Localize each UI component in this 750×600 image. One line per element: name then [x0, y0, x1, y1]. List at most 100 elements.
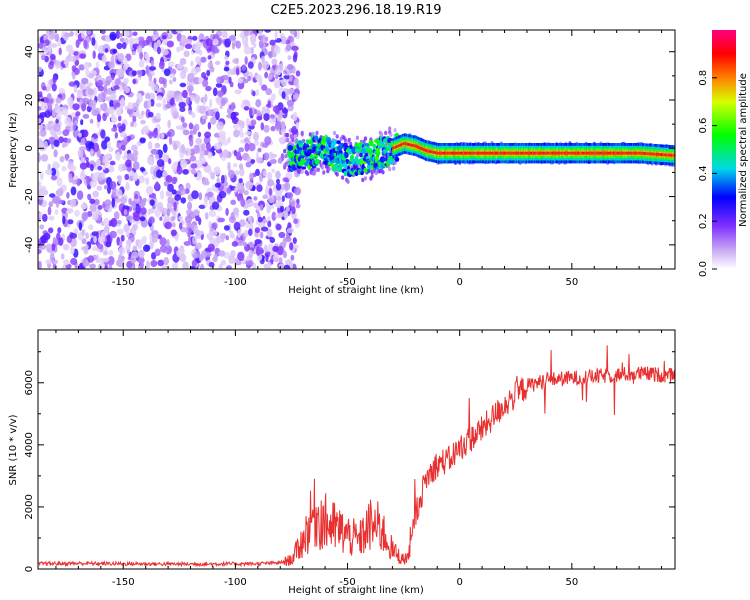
- heat-cell: [165, 103, 172, 109]
- heat-cell: [267, 74, 273, 81]
- heat-cell: [282, 250, 288, 259]
- spectrogram-x-tick-label: 50: [565, 277, 578, 288]
- heat-cell: [185, 209, 191, 215]
- heat-cell: [123, 223, 130, 233]
- heat-cell: [228, 169, 235, 179]
- heat-cell: [267, 194, 275, 204]
- heat-cell: [118, 125, 124, 133]
- heat-cell: [320, 165, 324, 170]
- heat-cell: [258, 61, 262, 71]
- heat-cell: [147, 209, 151, 216]
- heat-cell: [178, 222, 183, 230]
- colorbar-tick-label: 0.4: [698, 165, 709, 181]
- heat-cell: [233, 163, 238, 168]
- heat-cell: [344, 152, 349, 159]
- heat-cell: [327, 166, 331, 172]
- heat-cell: [204, 93, 208, 102]
- heat-cell: [104, 199, 112, 206]
- heat-cell: [235, 40, 241, 49]
- heat-cell: [211, 222, 218, 230]
- heat-cell: [216, 76, 223, 84]
- heat-cell: [258, 30, 263, 37]
- heat-cell: [182, 129, 190, 136]
- heat-cell: [243, 190, 249, 196]
- heat-cell: [53, 195, 61, 204]
- heat-cell: [163, 68, 171, 77]
- heat-cell: [169, 73, 175, 79]
- heat-cell: [198, 253, 204, 262]
- heat-cell: [54, 104, 60, 114]
- heat-cell: [50, 175, 58, 181]
- heat-cell: [140, 207, 147, 215]
- heat-cell: [166, 131, 172, 137]
- heat-cell: [216, 121, 224, 131]
- heat-cell: [38, 180, 42, 187]
- heat-cell: [139, 216, 146, 222]
- heat-cell: [109, 98, 114, 109]
- heat-cell: [40, 171, 44, 181]
- heat-cell: [237, 120, 244, 126]
- heat-cell: [311, 167, 315, 172]
- heat-cell: [83, 245, 89, 255]
- heat-cell: [145, 92, 151, 100]
- heat-cell: [271, 168, 276, 173]
- heat-cell: [109, 230, 117, 239]
- heat-cell: [218, 263, 223, 269]
- heat-cell: [101, 257, 110, 263]
- heat-cell: [155, 112, 161, 120]
- heat-cell: [75, 39, 80, 48]
- heat-cell: [246, 156, 252, 162]
- heat-cell: [239, 132, 245, 138]
- heat-cell: [80, 137, 86, 145]
- heat-cell: [372, 143, 377, 150]
- heat-cell: [126, 215, 133, 221]
- heat-cell: [288, 75, 293, 82]
- heat-cell: [275, 195, 282, 201]
- heat-cell: [63, 59, 68, 65]
- heat-cell: [239, 219, 246, 228]
- heat-cell: [162, 78, 167, 85]
- heat-cell: [70, 198, 77, 208]
- heat-cell: [248, 249, 254, 259]
- heat-cell: [142, 170, 148, 176]
- heat-cell: [256, 156, 263, 164]
- heat-cell: [200, 263, 205, 269]
- heat-cell: [73, 122, 77, 131]
- heat-cell: [374, 170, 378, 176]
- heat-cell: [255, 89, 260, 97]
- heat-cell: [285, 132, 289, 138]
- snr-x-tick-label: -150: [112, 577, 135, 588]
- heat-cell: [115, 30, 121, 39]
- heat-cell: [188, 110, 193, 115]
- heat-cell: [212, 112, 216, 119]
- heat-cell: [86, 176, 90, 186]
- heat-cell: [103, 225, 110, 234]
- heat-cell: [244, 131, 252, 136]
- heat-cell: [52, 237, 57, 245]
- heat-cell: [290, 254, 295, 261]
- heat-cell: [167, 94, 172, 100]
- heat-cell: [188, 87, 192, 97]
- heat-cell: [246, 198, 254, 208]
- heat-cell: [184, 150, 189, 155]
- heat-cell: [295, 121, 300, 130]
- heat-cell: [203, 115, 208, 120]
- heat-cell: [111, 127, 118, 132]
- heat-cell: [52, 110, 56, 117]
- heat-cell: [48, 201, 53, 208]
- heat-cell: [347, 137, 351, 143]
- heat-cell: [275, 170, 281, 179]
- heat-cell: [174, 233, 179, 242]
- spectrogram-x-tick-label: -150: [112, 277, 135, 288]
- heat-cell: [162, 143, 168, 153]
- heat-cell: [295, 138, 299, 143]
- heat-cell: [117, 68, 125, 78]
- heat-cell: [132, 172, 139, 182]
- heat-cell: [49, 53, 56, 61]
- heat-cell: [213, 166, 221, 175]
- colorbar-tick-label: 0.0: [698, 261, 709, 277]
- heat-cell: [289, 242, 294, 251]
- heat-cell: [169, 97, 175, 106]
- heat-cell: [156, 159, 165, 167]
- snr-x-tick-label: -100: [224, 577, 247, 588]
